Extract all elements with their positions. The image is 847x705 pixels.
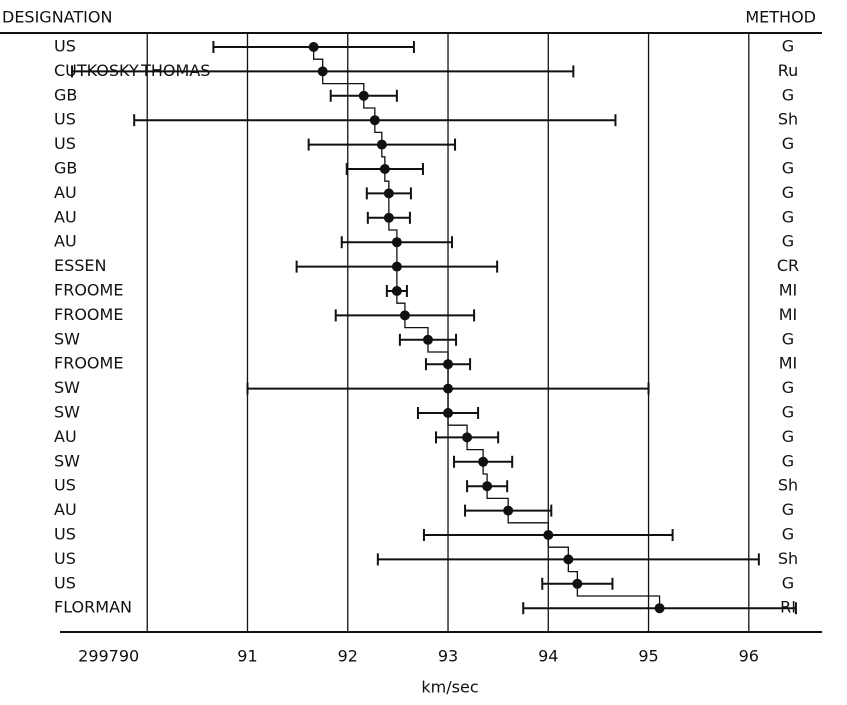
point	[317, 66, 328, 77]
method-label: G	[782, 329, 794, 348]
point	[358, 90, 369, 101]
x-tick-label: 92	[338, 647, 358, 666]
designation-label: FLORMAN	[54, 598, 132, 617]
x-axis-label: km/sec	[421, 678, 478, 697]
point	[391, 237, 402, 248]
point	[379, 164, 390, 174]
designation-label: US	[54, 476, 76, 495]
designation-label: US	[54, 37, 76, 56]
point	[443, 383, 454, 394]
method-label: G	[782, 378, 794, 397]
method-label: G	[782, 183, 794, 202]
method-label: G	[782, 451, 794, 470]
method-label: G	[782, 37, 794, 56]
point	[563, 554, 574, 565]
point	[482, 481, 493, 492]
designation-label: SW	[54, 378, 80, 397]
designation-label: SW	[54, 403, 80, 422]
designation-label: AU	[54, 427, 77, 446]
point	[654, 603, 665, 614]
method-label: Ru	[778, 61, 799, 80]
left-header: DESIGNATION	[2, 8, 112, 27]
right-header: METHOD	[745, 8, 816, 27]
method-label: G	[782, 500, 794, 519]
point	[383, 212, 394, 223]
x-tick-label: 96	[739, 647, 759, 666]
point	[391, 261, 402, 272]
point	[422, 334, 433, 345]
designation-label: AU	[54, 500, 77, 519]
method-label: Sh	[778, 110, 798, 129]
designation-label: FROOME	[54, 354, 123, 373]
method-label: G	[782, 134, 794, 153]
x-tick-label: 93	[438, 647, 458, 666]
method-label: Sh	[778, 476, 798, 495]
point	[391, 286, 402, 296]
x-tick-label: 91	[237, 647, 257, 666]
x-tick-label: 95	[638, 647, 658, 666]
designation-label: ESSEN	[54, 256, 107, 275]
designation-label: AU	[54, 183, 77, 202]
designation-label: AU	[54, 207, 77, 226]
point	[308, 42, 319, 52]
x-tick-label: 299790	[78, 647, 139, 666]
point	[443, 359, 454, 370]
designation-label: AU	[54, 232, 77, 251]
method-label: G	[782, 525, 794, 544]
step-connector	[313, 47, 661, 609]
method-label: Sh	[778, 549, 798, 568]
point	[369, 115, 380, 126]
method-label: CR	[777, 256, 799, 275]
designation-label: FROOME	[54, 281, 123, 300]
point	[543, 530, 554, 540]
method-label: G	[782, 232, 794, 251]
method-label: G	[782, 573, 794, 592]
method-label: MI	[779, 281, 798, 300]
designation-label: GB	[54, 85, 77, 104]
point	[383, 188, 394, 199]
point	[399, 310, 410, 321]
designation-label: FROOME	[54, 305, 123, 324]
method-label: MI	[779, 305, 798, 324]
point	[572, 578, 583, 589]
method-label: G	[782, 427, 794, 446]
x-tick-label: 94	[538, 647, 558, 666]
designation-label: SW	[54, 329, 80, 348]
designation-label: SW	[54, 451, 80, 470]
designation-label: US	[54, 549, 76, 568]
point	[478, 456, 489, 467]
point	[503, 505, 514, 516]
point	[376, 139, 387, 150]
designation-label: US	[54, 110, 76, 129]
method-label: G	[782, 85, 794, 104]
point	[462, 432, 473, 443]
method-label: G	[782, 159, 794, 178]
designation-label: US	[54, 134, 76, 153]
point	[443, 408, 454, 418]
method-label: G	[782, 207, 794, 226]
designation-label: US	[54, 525, 76, 544]
method-label: G	[782, 403, 794, 422]
method-label: MI	[779, 354, 798, 373]
designation-label: GB	[54, 159, 77, 178]
designation-label: US	[54, 573, 76, 592]
